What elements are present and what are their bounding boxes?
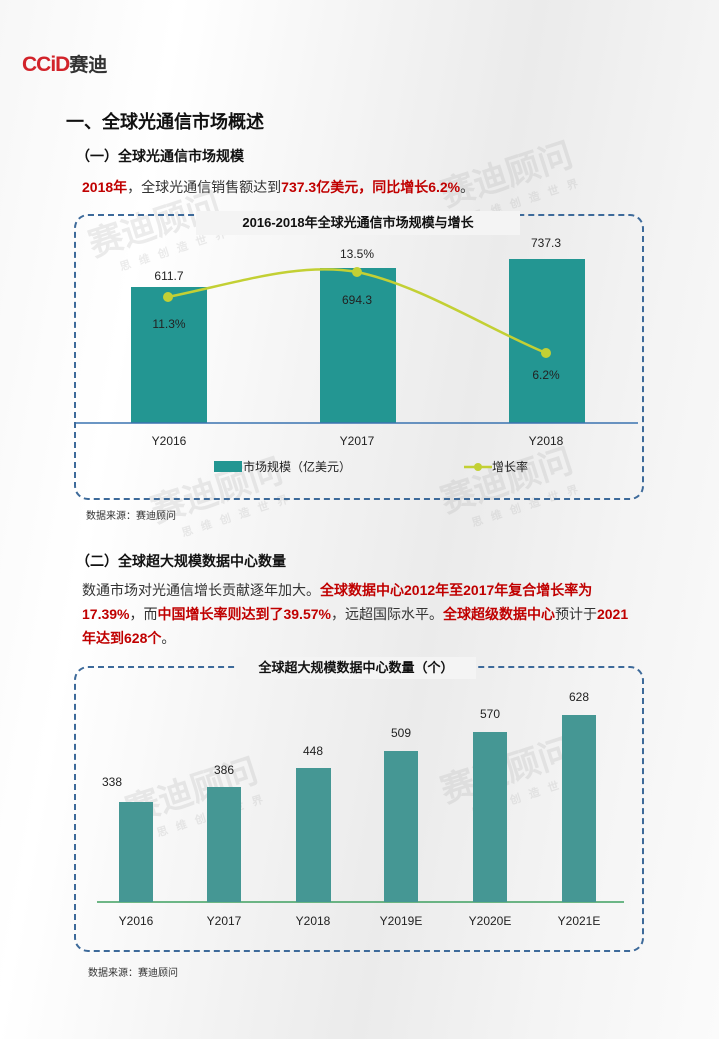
chart2-frame <box>74 666 644 952</box>
data-source-1: 数据来源：赛迪顾问 <box>86 511 176 522</box>
bar-label: 694.3 <box>342 293 372 307</box>
logo-latin: CCiD <box>22 53 70 76</box>
bar-label: 448 <box>303 744 323 758</box>
body-text: 数通市场对光通信增长贡献逐年加大。 <box>82 582 320 598</box>
bar-label: 570 <box>480 707 500 721</box>
body-text: ，远超国际水平。 <box>330 606 443 622</box>
subsection-heading-1: （一）全球光通信市场规模 <box>76 148 244 164</box>
x-tick-label: Y2017 <box>340 434 375 448</box>
bar-y2016 <box>131 287 207 423</box>
body-text: ，而 <box>129 606 158 622</box>
chart2-title: 全球超大规模数据中心数量（个） <box>236 657 476 679</box>
section2-paragraph: 数通市场对光通信增长贡献逐年加大。全球数据中心2012年至2017年复合增长率为… <box>82 578 642 650</box>
highlight-text: 737.3亿美元，同比增长6.2% <box>281 179 461 195</box>
bar-label: 509 <box>391 726 411 740</box>
body-text: 预计于 <box>554 606 597 622</box>
bar-label: 386 <box>214 763 234 777</box>
x-tick-label: Y2018 <box>296 914 331 928</box>
highlight-text: 2021年达到628个 <box>82 606 629 646</box>
x-tick-label: Y2019E <box>380 914 423 928</box>
data-source-2: 数据来源：赛迪顾问 <box>88 968 178 979</box>
section1-paragraph: 2018年，全球光通信销售额达到737.3亿美元，同比增长6.2%。 <box>82 175 474 199</box>
legend-line-label: 增长率 <box>492 459 528 474</box>
bar-label: 338 <box>102 775 122 789</box>
highlight-text: 全球超级数据中心 <box>442 606 555 622</box>
bar-y2019e <box>384 751 418 902</box>
line-point <box>541 348 551 358</box>
x-tick-label: Y2021E <box>558 914 601 928</box>
body-text: 。 <box>460 179 475 195</box>
ccid-logo: CCiD赛迪 <box>22 50 107 77</box>
legend-bar-swatch <box>214 461 242 472</box>
x-tick-label: Y2018 <box>529 434 564 448</box>
chart1-title: 2016-2018年全球光通信市场规模与增长 <box>196 211 520 235</box>
bar-label: 611.7 <box>154 269 183 283</box>
x-tick-label: Y2016 <box>152 434 187 448</box>
bar-y2017 <box>207 787 241 902</box>
bar-y2020e <box>473 732 507 902</box>
bar-label: 628 <box>569 690 589 704</box>
legend-line-marker <box>474 463 482 471</box>
subsection-heading-2: （二）全球超大规模数据中心数量 <box>76 553 286 569</box>
x-tick-label: Y2016 <box>119 914 154 928</box>
line-label: 6.2% <box>532 368 560 382</box>
bar-y2017 <box>320 268 396 423</box>
line-point <box>352 267 362 277</box>
line-label: 13.5% <box>340 247 374 261</box>
highlight-text: 2018年 <box>82 179 128 195</box>
logo-cn: 赛迪 <box>69 55 108 76</box>
line-label: 11.3% <box>152 317 185 331</box>
legend-bar-label: 市场规模（亿美元） <box>243 459 351 474</box>
body-text: ，全球光通信销售额达到 <box>127 179 282 195</box>
bar-label: 737.3 <box>531 236 561 250</box>
x-tick-label: Y2020E <box>469 914 512 928</box>
bar-y2018 <box>296 768 331 902</box>
highlight-text: 中国增长率则达到了39.57% <box>157 606 331 622</box>
line-point <box>163 292 173 302</box>
highlight-text: 全球数据中心2012年至2017年复合增长率为17.39% <box>82 582 593 622</box>
section-heading: 一、全球光通信市场概述 <box>66 112 264 132</box>
bar-y2021e <box>562 715 596 902</box>
bar-y2016 <box>119 802 153 902</box>
body-text: 。 <box>161 630 176 646</box>
x-tick-label: Y2017 <box>207 914 242 928</box>
